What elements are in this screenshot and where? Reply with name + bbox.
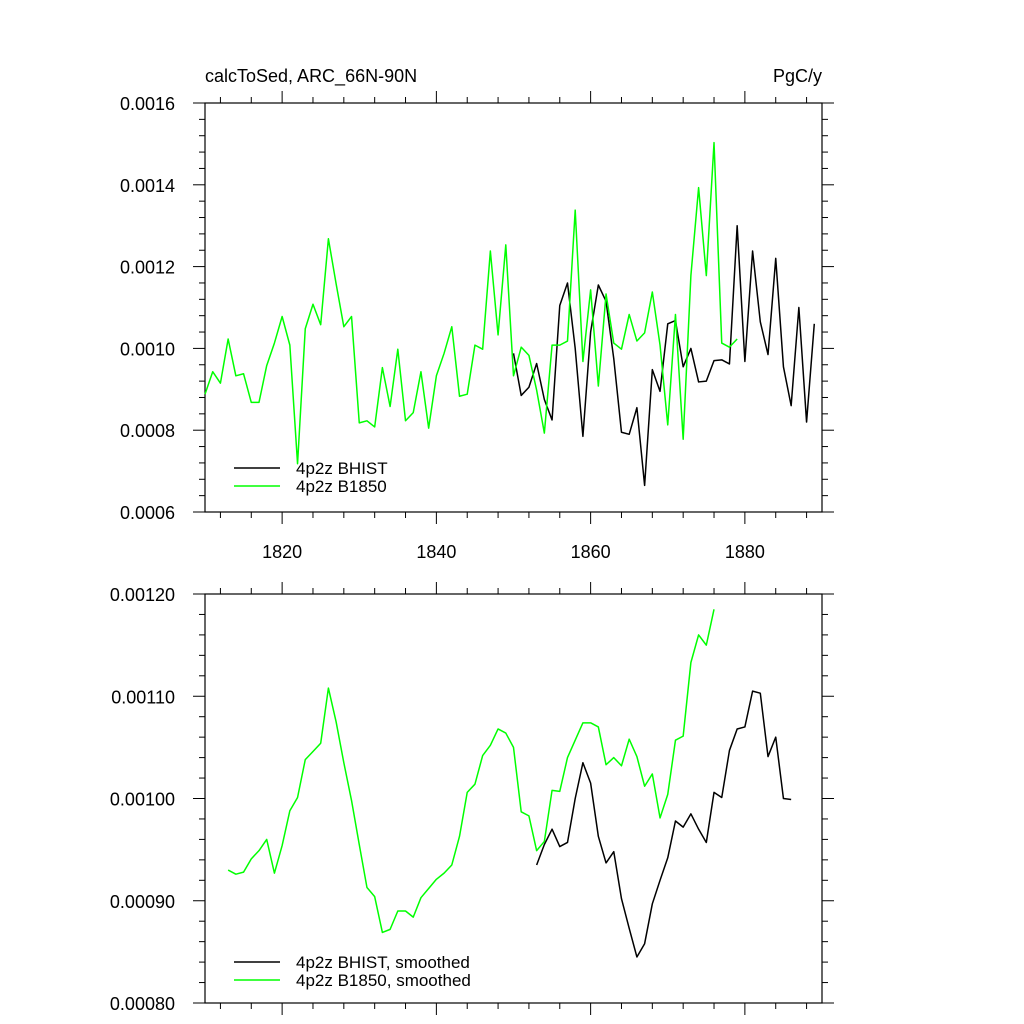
legend-label: 4p2z BHIST, smoothed — [296, 953, 470, 972]
legend-label: 4p2z B1850 — [296, 477, 387, 496]
x-tick-label: 1840 — [416, 542, 456, 562]
chart-title: calcToSed, ARC_66N-90N — [205, 66, 417, 87]
y-tick-label: 0.00110 — [111, 687, 175, 707]
bottom-panel: 0.00080 0.00090 0.00100 0.00110 0.00120 4p2z … — [110, 582, 834, 1015]
y-tick-label: 0.00090 — [110, 892, 175, 912]
x-tick-label: 1820 — [262, 542, 302, 562]
y-tick-label: 0.0010 — [120, 339, 175, 359]
y-tick-label: 0.00120 — [110, 585, 175, 605]
units-label: PgC/y — [773, 66, 822, 86]
y-tick-label: 0.0008 — [120, 421, 175, 441]
x-tick-label: 1880 — [725, 542, 765, 562]
series-line-0 — [512, 224, 816, 487]
y-tick-label: 0.00080 — [110, 994, 175, 1014]
legend-label: 4p2z B1850, smoothed — [296, 971, 471, 990]
y-tick-label: 0.0014 — [120, 176, 175, 196]
y-tick-label: 0.0012 — [120, 258, 175, 278]
series-line-1 — [204, 141, 738, 465]
y-tick-label: 0.00100 — [110, 790, 175, 810]
y-tick-label: 0.0006 — [120, 503, 175, 523]
series-line-0 — [535, 690, 792, 958]
x-tick-label: 1860 — [571, 542, 611, 562]
y-tick-label: 0.0016 — [120, 94, 175, 114]
top-panel: calcToSed, ARC_66N-90N PgC/y 1820 1840 186… — [120, 66, 834, 562]
plot-frame — [204, 102, 823, 513]
series-line-1 — [227, 609, 715, 934]
legend-label: 4p2z BHIST — [296, 459, 388, 478]
